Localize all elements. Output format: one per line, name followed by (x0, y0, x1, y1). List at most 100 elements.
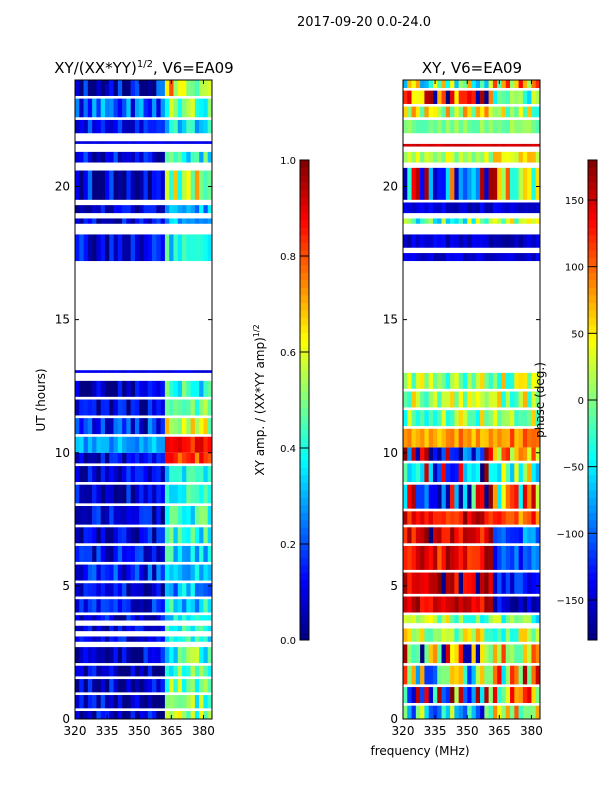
heatmap-cell (488, 218, 494, 224)
heatmap-cell (130, 380, 136, 397)
heatmap-cell (152, 636, 157, 642)
heatmap-cell (147, 625, 153, 632)
heatmap-cell (480, 106, 485, 118)
heatmap-cell (126, 506, 131, 525)
heatmap-cell (475, 391, 481, 408)
heatmap-cell (109, 711, 114, 719)
heatmap-cell (147, 615, 153, 621)
heatmap-cell (467, 143, 472, 147)
heatmap-cell (75, 436, 80, 453)
colorbar-swatch (588, 392, 597, 401)
heatmap-cell (83, 599, 89, 613)
heatmap-cell (488, 202, 494, 214)
heatmap-cell (173, 205, 179, 214)
heatmap-cell (403, 572, 408, 594)
heatmap-cell (109, 418, 114, 435)
heatmap-cell (454, 705, 459, 719)
heatmap-cell (488, 705, 494, 719)
heatmap-cell (471, 218, 477, 224)
colorbar-swatch (300, 467, 309, 476)
heatmap-cell (96, 484, 101, 504)
heatmap-cell (531, 644, 537, 664)
heatmap-cell (139, 418, 144, 435)
heatmap-cell (177, 141, 183, 144)
heatmap-cell (173, 141, 179, 144)
heatmap-cell (92, 615, 97, 621)
heatmap-cell (484, 106, 489, 118)
heatmap-cell (96, 625, 101, 632)
heatmap-cell (104, 234, 110, 262)
heatmap-cell (497, 372, 502, 389)
heatmap-cell (83, 205, 89, 214)
heatmap-cell (199, 583, 204, 597)
heatmap-cell (415, 484, 421, 509)
heatmap-cell (147, 170, 153, 200)
heatmap-cell (186, 583, 191, 597)
colorbar-tick-label: 0.6 (280, 348, 296, 359)
heatmap-cell (203, 466, 209, 483)
heatmap-cell (169, 170, 174, 200)
colorbar-swatch (588, 295, 597, 303)
y-tick-label: 15 (383, 313, 398, 327)
heatmap-cell (92, 599, 97, 613)
heatmap-cell (510, 447, 515, 461)
heatmap-cell (518, 644, 524, 664)
heatmap-cell (117, 141, 123, 144)
heatmap-cell (79, 370, 84, 373)
heatmap-cell (411, 151, 417, 163)
heatmap-cell (411, 428, 417, 448)
heatmap-cell (471, 527, 477, 544)
heatmap-cell (104, 466, 110, 483)
heatmap-cell (160, 170, 166, 200)
heatmap-cell (190, 625, 196, 632)
heatmap-cell (203, 399, 209, 416)
heatmap-cell (160, 399, 166, 416)
heatmap-cell (488, 119, 494, 134)
heatmap-cell (411, 463, 417, 483)
heatmap-cell (79, 545, 84, 562)
heatmap-cell (186, 679, 191, 693)
heatmap-cell (75, 80, 80, 96)
heatmap-cell (531, 596, 537, 613)
heatmap-cell (471, 705, 477, 719)
heatmap-cell (100, 564, 106, 581)
heatmap-cell (535, 410, 541, 427)
heatmap-cell (75, 636, 80, 642)
heatmap-cell (156, 170, 161, 200)
heatmap-cell (87, 466, 93, 483)
heatmap-cell (173, 615, 179, 621)
heatmap-cell (510, 202, 515, 214)
heatmap-cell (130, 484, 136, 504)
heatmap-cell (514, 596, 519, 613)
heatmap-cell (522, 391, 528, 408)
heatmap-cell (411, 572, 417, 594)
colorbar-swatch (300, 272, 309, 281)
heatmap-cell (182, 695, 187, 709)
heatmap-cell (522, 90, 528, 104)
heatmap-cell (415, 527, 421, 544)
heatmap-cell (518, 253, 524, 262)
heatmap-cell (437, 615, 442, 624)
colorbar-swatch (300, 235, 309, 243)
heatmap-cell (152, 98, 157, 118)
heatmap-cell (113, 636, 119, 642)
heatmap-cell (199, 80, 204, 96)
heatmap-cell (527, 644, 532, 664)
heatmap-cell (177, 151, 183, 163)
heatmap-cell (156, 119, 161, 134)
heatmap-cell (480, 143, 485, 147)
heatmap-cell (471, 410, 477, 427)
heatmap-cell (458, 447, 464, 461)
heatmap-cell (458, 253, 464, 262)
heatmap-cell (462, 687, 468, 704)
heatmap-cell (173, 234, 179, 262)
heatmap-cell (156, 205, 161, 214)
colorbar-swatch (300, 437, 309, 446)
heatmap-cell (510, 665, 515, 685)
heatmap-cell (424, 428, 429, 448)
heatmap-cell (445, 410, 451, 427)
heatmap-cell (445, 428, 451, 448)
heatmap-cell (492, 572, 498, 594)
heatmap-cell (488, 372, 494, 389)
heatmap-cell (194, 564, 200, 581)
